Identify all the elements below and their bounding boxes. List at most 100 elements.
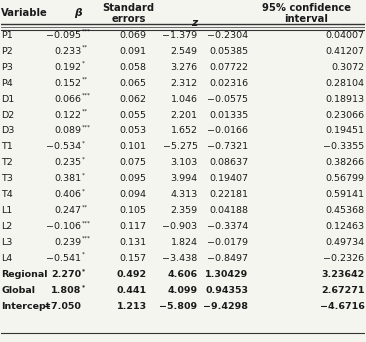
Text: −5.275: −5.275 [163,142,198,152]
Text: 0.19407: 0.19407 [209,174,249,183]
Text: 0.105: 0.105 [120,206,147,215]
Text: 0.131: 0.131 [120,238,147,247]
Text: 0.41207: 0.41207 [326,47,365,56]
Text: D2: D2 [1,110,15,119]
Text: 1.824: 1.824 [171,238,198,247]
Text: −7.050: −7.050 [44,302,81,311]
Text: 1.652: 1.652 [171,127,198,135]
Text: *: * [82,188,85,193]
Text: P3: P3 [1,63,13,72]
Text: −5.809: −5.809 [160,302,198,311]
Text: −0.106: −0.106 [46,222,81,231]
Text: −0.0575: −0.0575 [208,95,249,104]
Text: 0.59141: 0.59141 [326,190,365,199]
Text: −4.6716: −4.6716 [320,302,365,311]
Text: **: ** [82,77,88,82]
Text: 0.091: 0.091 [120,47,147,56]
Text: 3.23642: 3.23642 [321,270,365,279]
Text: T4: T4 [1,190,13,199]
Text: 1.213: 1.213 [116,302,147,311]
Text: 0.38266: 0.38266 [325,158,365,167]
Text: 4.099: 4.099 [167,286,198,295]
Text: **: ** [82,108,88,114]
Text: Variable: Variable [1,8,48,18]
Text: −0.095: −0.095 [46,31,81,40]
Text: T3: T3 [1,174,13,183]
Text: 0.04007: 0.04007 [326,31,365,40]
Text: 0.56799: 0.56799 [326,174,365,183]
Text: 0.089: 0.089 [54,127,81,135]
Text: Regional: Regional [1,270,48,279]
Text: 0.062: 0.062 [120,95,147,104]
Text: −0.541: −0.541 [46,254,81,263]
Text: −0.0166: −0.0166 [208,127,249,135]
Text: 1.046: 1.046 [171,95,198,104]
Text: 0.28104: 0.28104 [326,79,365,88]
Text: 2.549: 2.549 [171,47,198,56]
Text: 0.075: 0.075 [120,158,147,167]
Text: 0.94353: 0.94353 [205,286,249,295]
Text: P4: P4 [1,79,13,88]
Text: 0.406: 0.406 [54,190,81,199]
Text: 0.02316: 0.02316 [209,79,249,88]
Text: 0.152: 0.152 [54,79,81,88]
Text: 0.066: 0.066 [54,95,81,104]
Text: 0.49734: 0.49734 [325,238,365,247]
Text: ***: *** [82,236,91,241]
Text: 0.492: 0.492 [116,270,147,279]
Text: *: * [82,156,85,161]
Text: interval: interval [284,14,328,24]
Text: 0.45368: 0.45368 [325,206,365,215]
Text: −0.0179: −0.0179 [208,238,249,247]
Text: 3.103: 3.103 [170,158,198,167]
Text: β: β [74,8,81,18]
Text: −0.2304: −0.2304 [207,31,249,40]
Text: *: * [82,268,85,273]
Text: 2.312: 2.312 [171,79,198,88]
Text: D1: D1 [1,95,15,104]
Text: 2.67271: 2.67271 [321,286,365,295]
Text: 4.313: 4.313 [170,190,198,199]
Text: 0.441: 0.441 [116,286,147,295]
Text: P2: P2 [1,47,13,56]
Text: 0.058: 0.058 [120,63,147,72]
Text: 4.606: 4.606 [167,270,198,279]
Text: −0.903: −0.903 [163,222,198,231]
Text: *: * [82,172,85,177]
Text: 0.101: 0.101 [120,142,147,152]
Text: −0.534: −0.534 [46,142,81,152]
Text: **: ** [82,204,88,209]
Text: ***: *** [82,220,91,225]
Text: 0.095: 0.095 [120,174,147,183]
Text: 0.3072: 0.3072 [332,63,365,72]
Text: 0.192: 0.192 [54,63,81,72]
Text: **: ** [82,45,88,50]
Text: 0.23066: 0.23066 [325,110,365,119]
Text: 0.04188: 0.04188 [209,206,249,215]
Text: *: * [82,284,85,289]
Text: L1: L1 [1,206,13,215]
Text: −0.2326: −0.2326 [324,254,365,263]
Text: 0.053: 0.053 [120,127,147,135]
Text: 0.233: 0.233 [54,47,81,56]
Text: 3.994: 3.994 [171,174,198,183]
Text: −0.3355: −0.3355 [324,142,365,152]
Text: −3.438: −3.438 [162,254,198,263]
Text: L2: L2 [1,222,13,231]
Text: Intercept: Intercept [1,302,51,311]
Text: Global: Global [1,286,36,295]
Text: 0.05385: 0.05385 [209,47,249,56]
Text: ***: *** [82,124,91,129]
Text: −9.4298: −9.4298 [203,302,249,311]
Text: 0.239: 0.239 [54,238,81,247]
Text: 0.247: 0.247 [54,206,81,215]
Text: 0.117: 0.117 [120,222,147,231]
Text: 0.18913: 0.18913 [325,95,365,104]
Text: T2: T2 [1,158,13,167]
Text: 0.094: 0.094 [120,190,147,199]
Text: ***: *** [82,93,91,97]
Text: −0.3374: −0.3374 [207,222,249,231]
Text: −0.8497: −0.8497 [208,254,249,263]
Text: ***: *** [82,29,91,34]
Text: 0.069: 0.069 [120,31,147,40]
